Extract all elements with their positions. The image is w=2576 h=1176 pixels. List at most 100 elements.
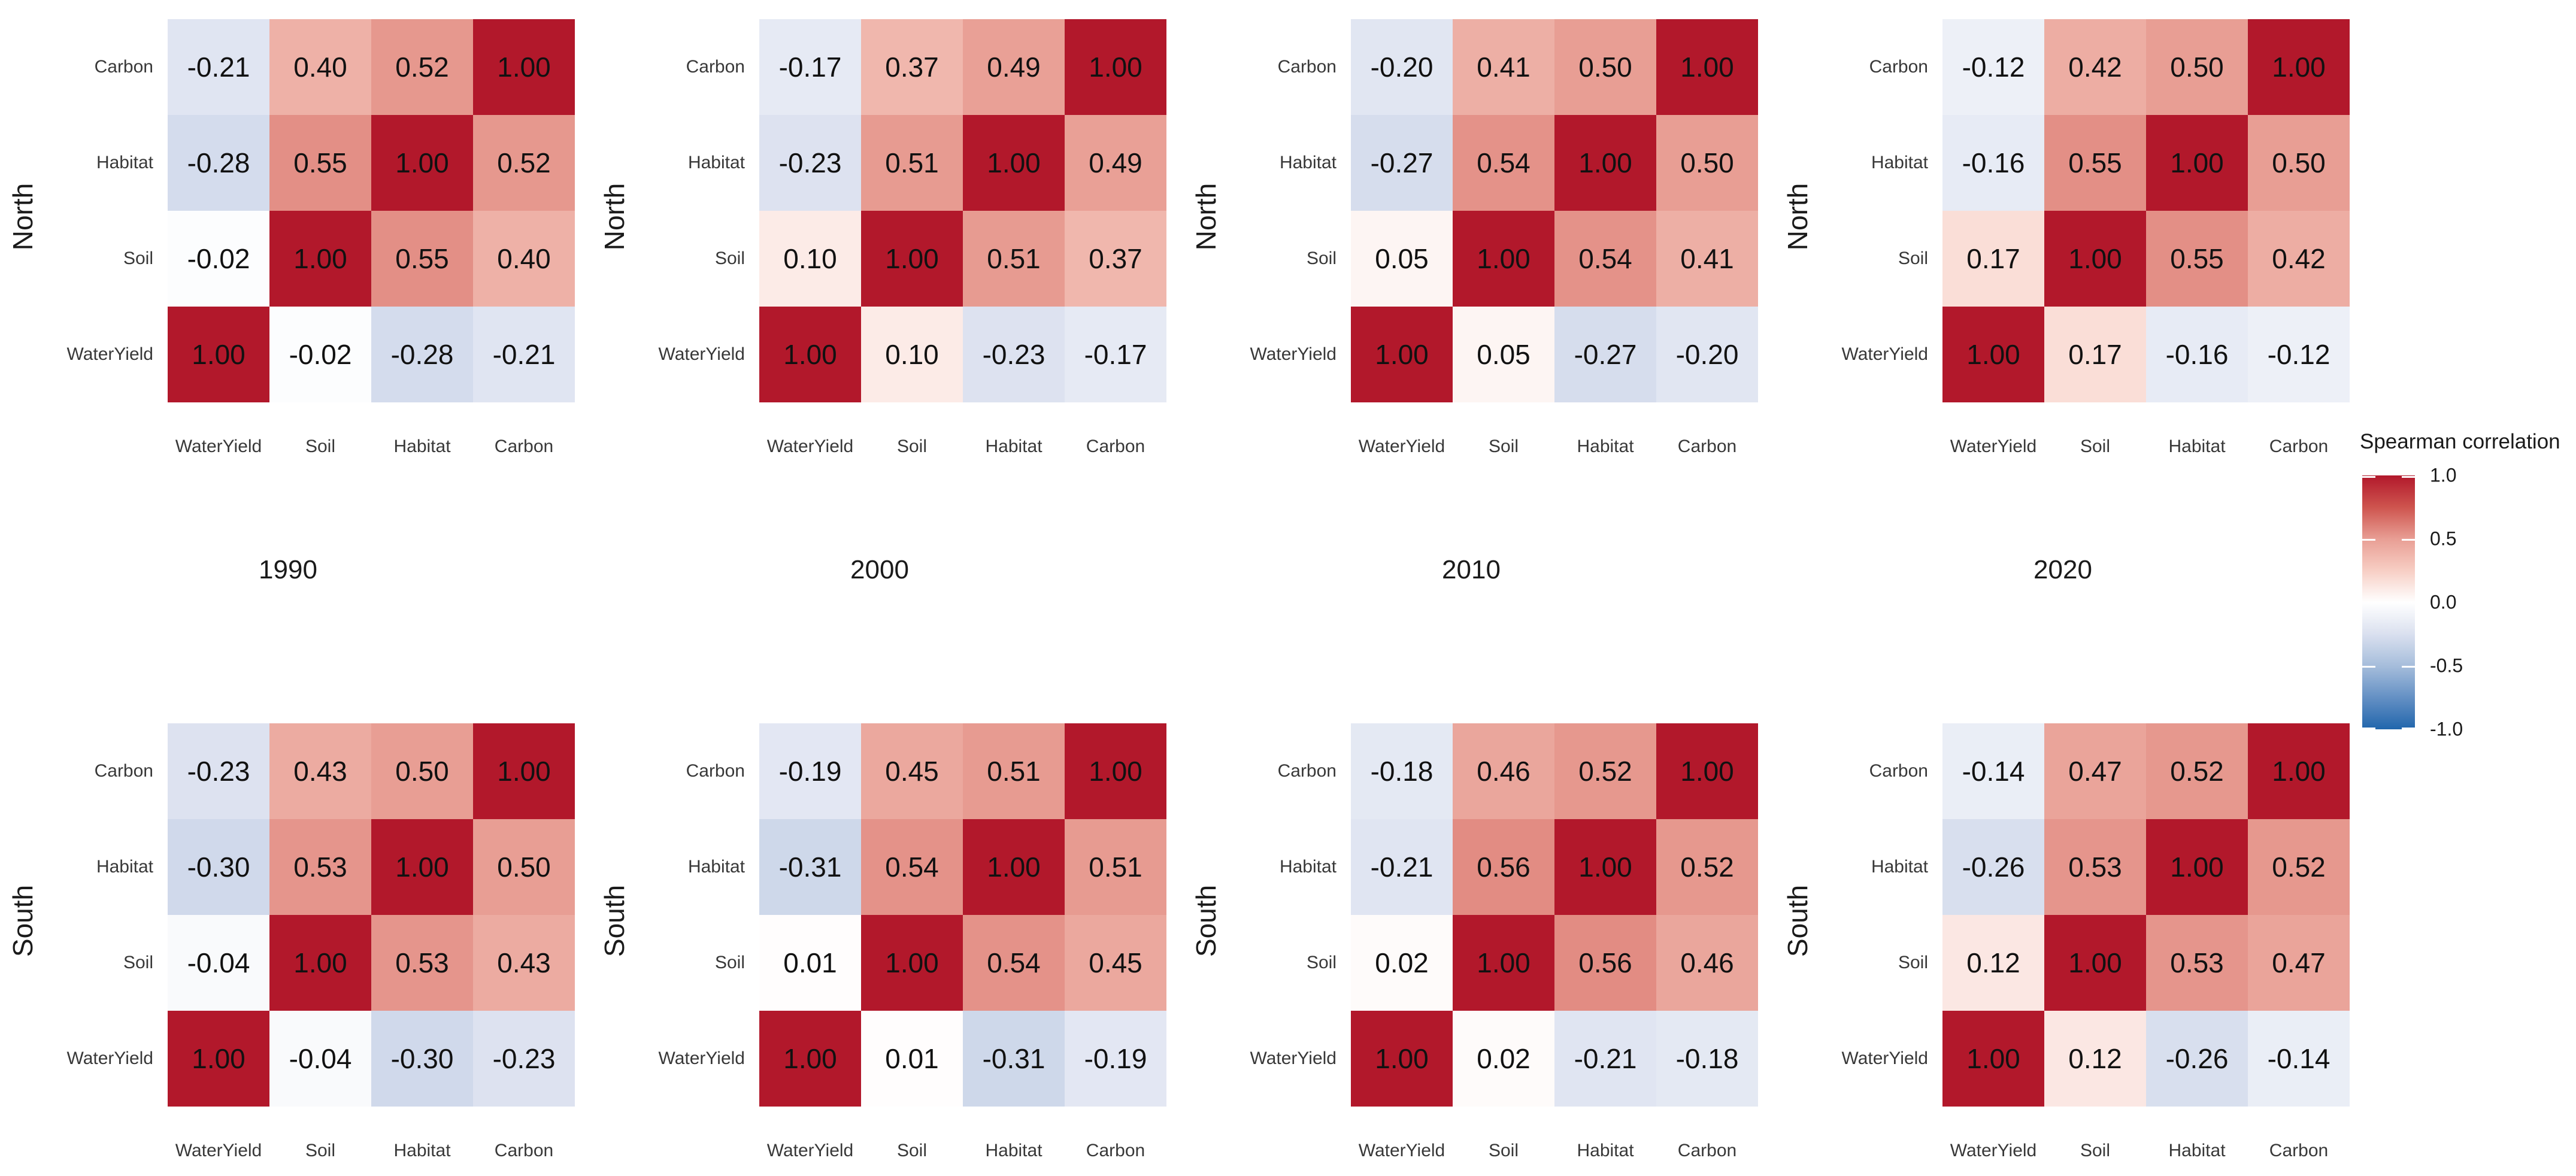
x-axis-label: Soil [305,437,336,456]
y-axis-label: WaterYield [658,344,745,364]
heatmap-cell: 0.50 [2146,19,2248,115]
heatmap-cell: 0.42 [2044,19,2146,115]
heatmap-cell: -0.31 [759,819,861,915]
heatmap-cell: -0.23 [759,115,861,211]
heatmap-cell: 1.00 [759,307,861,402]
heatmap-cell: 0.12 [1942,915,2044,1011]
heatmap-cell: 0.40 [269,19,371,115]
legend-title: Spearman correlation [2360,430,2560,453]
heatmap-cell: 0.51 [963,211,1065,307]
facet-row-label: South [1782,884,1813,957]
heatmap-cell: 0.17 [1942,211,2044,307]
x-axis-label: WaterYield [1950,1141,2037,1160]
x-axis-label: Habitat [2168,1141,2226,1160]
x-axis-label: Soil [896,1141,928,1160]
facet-row-label: North [1782,183,1813,251]
facet-row-label: South [599,884,630,957]
y-axis-label: Carbon [686,57,745,77]
heatmap-cell: -0.30 [371,1011,473,1107]
y-axis-label: Soil [714,248,745,268]
heatmap-cell: 0.41 [1656,211,1758,307]
heatmap-cell: 0.01 [759,915,861,1011]
y-axis-label: Habitat [1871,857,1928,877]
heatmap-cell: 1.00 [861,915,963,1011]
heatmap-cell: -0.21 [1554,1011,1656,1107]
heatmap-cell: 0.50 [371,723,473,819]
y-axis-label: Carbon [1869,57,1928,77]
heatmap-cell: 1.00 [269,915,371,1011]
x-axis-label: WaterYield [175,1141,262,1160]
heatmap-cell: 0.05 [1351,211,1453,307]
heatmap-cell: 1.00 [1065,723,1166,819]
heatmap-cell: 0.41 [1453,19,1554,115]
y-axis-label: Carbon [1277,761,1337,781]
heatmap-cell: 1.00 [168,1011,269,1107]
heatmap-cell: 0.40 [473,211,575,307]
y-axis-label: WaterYield [1250,344,1337,364]
y-axis-label: Carbon [686,761,745,781]
heatmap-cell: 0.55 [2146,211,2248,307]
heatmap-cell: 1.00 [473,723,575,819]
y-axis-label: Habitat [1279,857,1337,877]
colorbar-tick-mark [2402,476,2415,478]
y-axis-label: WaterYield [66,344,154,364]
heatmap-cell: 0.51 [963,723,1065,819]
heatmap-cell: 0.05 [1453,307,1554,402]
heatmap-cell: 0.52 [1554,723,1656,819]
heatmap-cell: 0.10 [759,211,861,307]
heatmap-cell: 0.52 [2248,819,2350,915]
heatmap-cell: 0.02 [1453,1011,1554,1107]
heatmap-cell: -0.20 [1656,307,1758,402]
x-axis-label: Habitat [985,1141,1042,1160]
heatmap-cell: 1.00 [269,211,371,307]
heatmap-cell: -0.26 [1942,819,2044,915]
x-axis-label: Soil [2080,437,2111,456]
heatmap-cell: -0.02 [168,211,269,307]
colorbar-tick-mark [2362,666,2375,668]
heatmap-cell: 1.00 [1351,1011,1453,1107]
heatmap-cell: -0.12 [1942,19,2044,115]
heatmap-cell: -0.21 [473,307,575,402]
heatmap-cell: 0.02 [1351,915,1453,1011]
heatmap-cell: 0.47 [2248,915,2350,1011]
y-axis-label: Soil [1306,248,1337,268]
heatmap-cell: 0.53 [2044,819,2146,915]
y-axis-label: Soil [1898,953,1928,972]
heatmap-cell: -0.04 [168,915,269,1011]
y-axis-label: Habitat [1279,153,1337,172]
heatmap-cell: -0.21 [1351,819,1453,915]
y-axis-label: Carbon [94,761,153,781]
heatmap-cell: 1.00 [2248,19,2350,115]
legend-tick-label: 0.0 [2430,591,2457,613]
heatmap-cell: 0.50 [2248,115,2350,211]
heatmap-cell: 0.43 [473,915,575,1011]
x-axis-label: Carbon [2269,1141,2329,1160]
heatmap-cell: -0.21 [168,19,269,115]
heatmap-cell: -0.19 [759,723,861,819]
heatmap-cell: 1.00 [1554,819,1656,915]
y-axis-label: Soil [123,248,153,268]
y-axis-label: WaterYield [1841,344,1929,364]
y-axis-label: WaterYield [66,1048,154,1068]
heatmap-cell: 1.00 [1554,115,1656,211]
heatmap-cell: 1.00 [2044,915,2146,1011]
y-axis-label: Habitat [1871,153,1928,172]
heatmap-cell: -0.16 [2146,307,2248,402]
y-axis-label: Soil [123,953,153,972]
heatmap-cell: -0.14 [2248,1011,2350,1107]
x-axis-label: WaterYield [1358,1141,1445,1160]
heatmap-cell: -0.19 [1065,1011,1166,1107]
heatmap-cell: 1.00 [963,819,1065,915]
heatmap-cell: -0.20 [1351,19,1453,115]
x-axis-label: Soil [2080,1141,2111,1160]
heatmap-cell: 1.00 [2146,819,2248,915]
colorbar-tick-mark [2362,476,2375,478]
heatmap-cell: 1.00 [1942,1011,2044,1107]
heatmap-cell: 0.54 [861,819,963,915]
x-axis-label: Carbon [1677,437,1737,456]
y-axis-label: WaterYield [658,1048,745,1068]
heatmap-cell: 0.53 [371,915,473,1011]
heatmap-cell: 0.56 [1554,915,1656,1011]
y-axis-label: Carbon [94,57,153,77]
